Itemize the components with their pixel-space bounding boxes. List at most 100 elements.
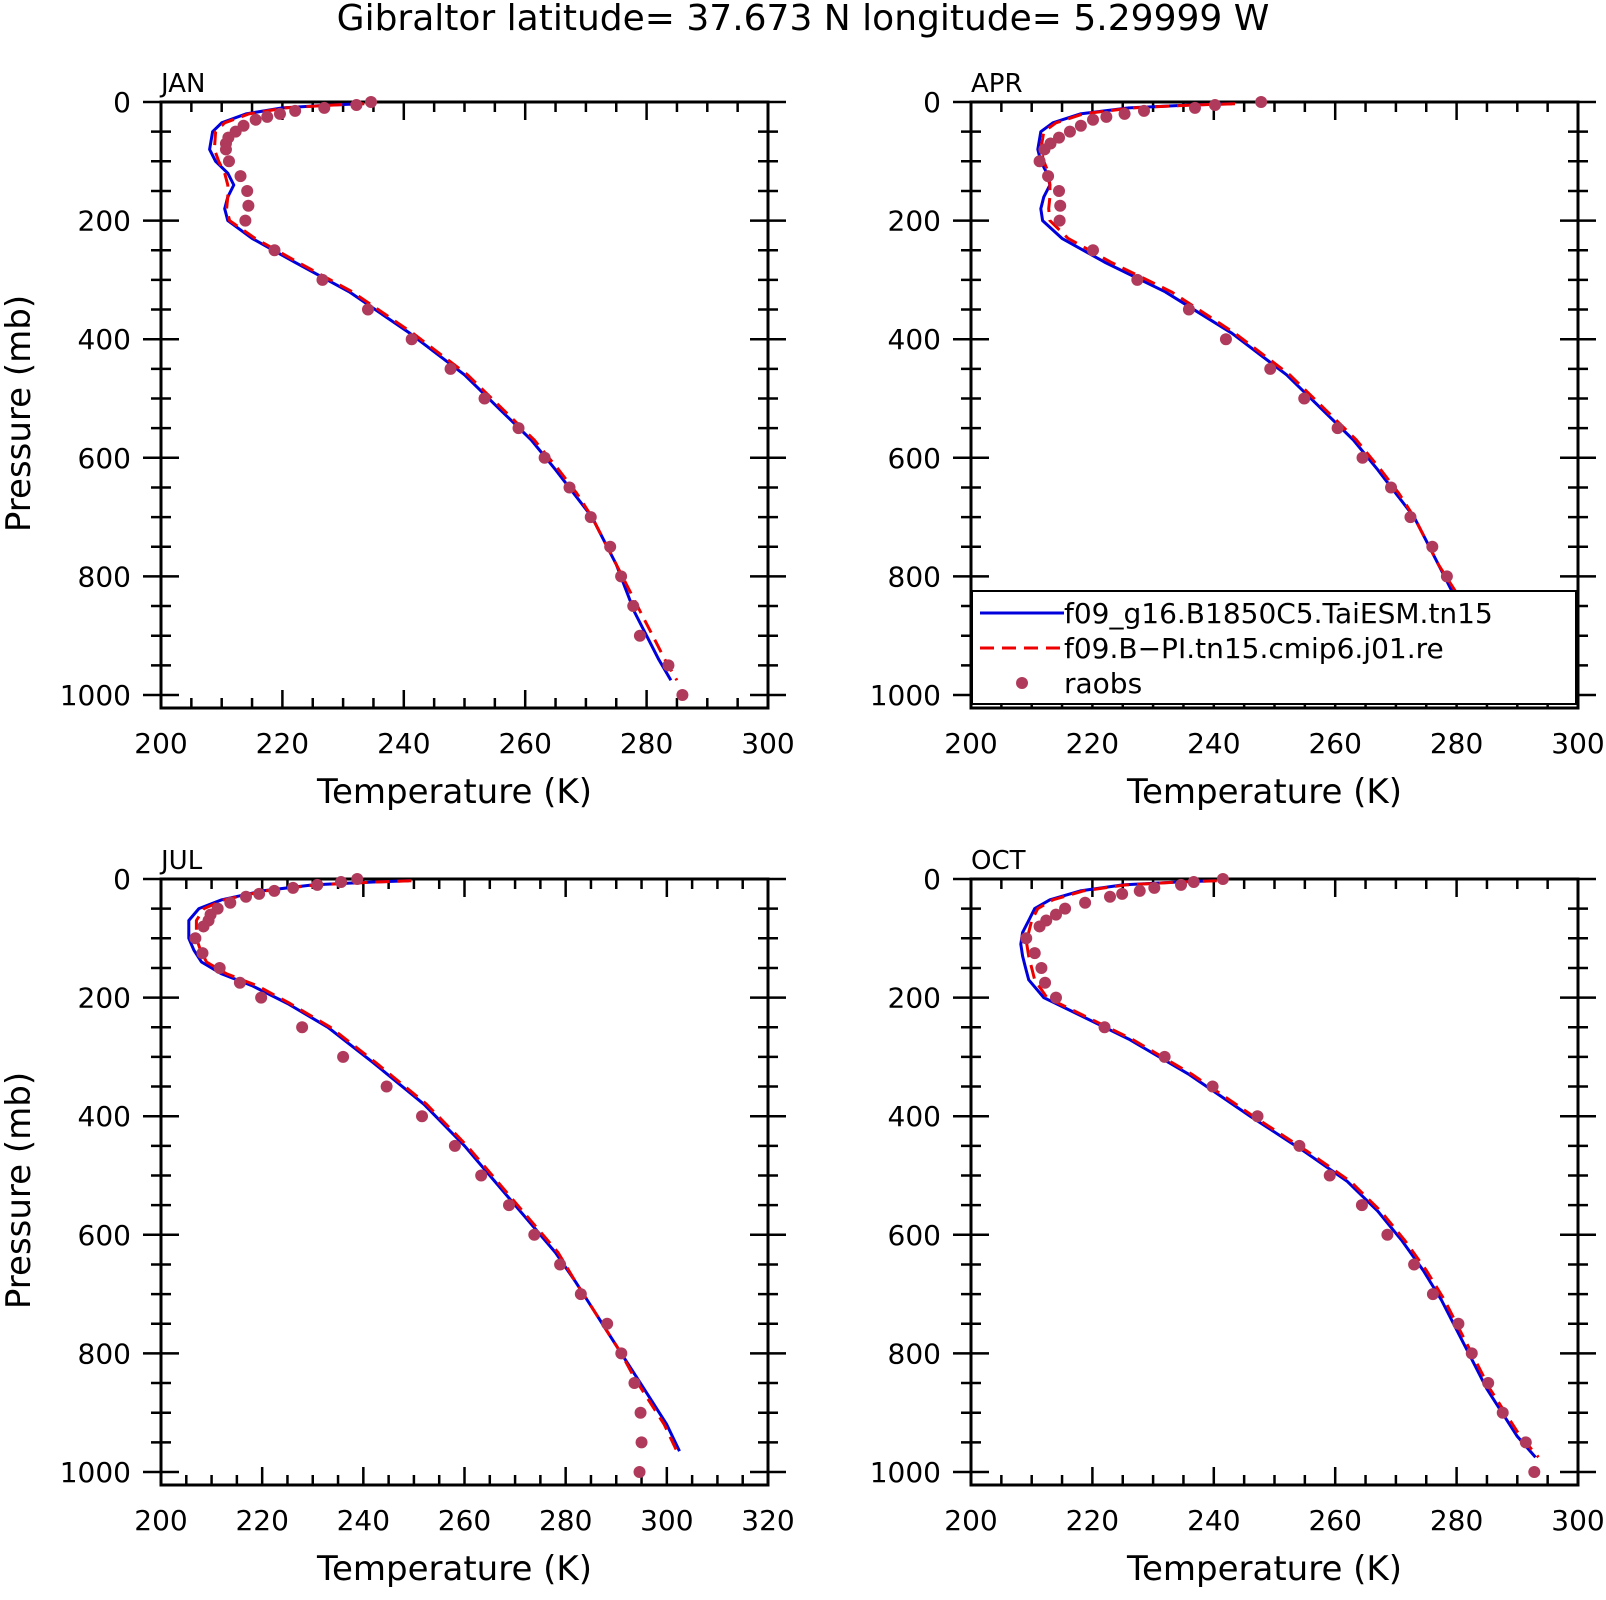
raobs-point [1158, 1050, 1171, 1063]
raobs-point [1074, 119, 1087, 132]
x-tick-label: 320 [741, 1504, 794, 1537]
raobs-point [1528, 1466, 1541, 1478]
raobs-point [633, 1466, 646, 1478]
series-line-pi [212, 102, 679, 681]
raobs-point [380, 1080, 393, 1093]
y-tick-label: 400 [78, 323, 131, 356]
raobs-point [1033, 920, 1046, 933]
plot-frame [969, 877, 1580, 1487]
raobs-point [634, 1406, 647, 1419]
y-tick-label: 0 [923, 86, 941, 119]
raobs-point [615, 570, 628, 583]
y-tick-label: 0 [113, 863, 131, 896]
raobs-point [1385, 481, 1398, 494]
raobs-point [1098, 1021, 1111, 1034]
raobs-point [615, 1347, 628, 1360]
raobs-point [512, 422, 525, 435]
raobs-point [1116, 887, 1129, 900]
raobs-point [676, 689, 689, 701]
raobs-point [1209, 98, 1222, 111]
x-tick-label: 200 [134, 1504, 187, 1537]
raobs-point [1020, 932, 1033, 945]
x-tick-label: 260 [438, 1504, 491, 1537]
series-line-pi [194, 879, 679, 1452]
x-axis-title: Temperature (K) [316, 1549, 592, 1589]
legend-label: f09.B−PI.tn15.cmip6.j01.re [1064, 632, 1444, 665]
raobs-point [1049, 991, 1062, 1004]
raobs-point [1355, 1199, 1368, 1212]
raobs-point [249, 113, 262, 126]
panel-label: JUL [159, 846, 203, 876]
raobs-point [289, 104, 302, 117]
raobs-point [405, 333, 418, 346]
x-tick-label: 300 [1551, 727, 1604, 760]
raobs-point [1053, 214, 1066, 227]
raobs-point [1465, 1347, 1478, 1360]
x-tick-label: 260 [1308, 1504, 1361, 1537]
panel-label: OCT [971, 846, 1026, 876]
y-tick-label: 600 [78, 1219, 131, 1252]
raobs-point [1255, 96, 1268, 108]
y-tick-label: 1000 [60, 679, 131, 712]
raobs-point [1482, 1377, 1495, 1390]
raobs-point [318, 101, 331, 114]
legend-marker-raobs [1016, 677, 1028, 689]
raobs-point [1049, 908, 1062, 921]
raobs-point [296, 1021, 309, 1034]
x-tick-label: 240 [1187, 727, 1240, 760]
series-line-taiesm [1019, 879, 1537, 1459]
raobs-point [1206, 1080, 1219, 1093]
x-tick-label: 280 [539, 1504, 592, 1537]
raobs-point [1079, 896, 1092, 909]
y-tick-label: 800 [888, 1337, 941, 1370]
x-tick-label: 200 [134, 727, 187, 760]
raobs-point [1408, 1258, 1421, 1271]
y-tick-label: 400 [888, 1100, 941, 1133]
raobs-point [478, 392, 491, 405]
raobs-point [1039, 976, 1052, 989]
raobs-point [538, 451, 551, 464]
series-line-pi [1025, 879, 1540, 1459]
panel-label: JAN [159, 69, 205, 99]
raobs-point [273, 107, 286, 120]
raobs-point [1035, 961, 1048, 974]
raobs-point [311, 878, 324, 891]
raobs-point [316, 273, 329, 286]
y-tick-label: 400 [888, 323, 941, 356]
raobs-point [197, 920, 210, 933]
raobs-point [242, 199, 255, 212]
raobs-point [1175, 878, 1188, 891]
y-axis-title: Pressure (mb) [0, 295, 39, 532]
legend-label: f09_g16.B1850C5.TaiESM.tn15 [1064, 597, 1493, 630]
raobs-point [444, 362, 457, 375]
raobs-point [1381, 1228, 1394, 1241]
raobs-point [563, 481, 576, 494]
raobs-point [1148, 881, 1161, 894]
raobs-point [239, 890, 252, 903]
raobs-point [219, 143, 232, 156]
raobs-point [287, 881, 300, 894]
raobs-point [361, 303, 374, 316]
raobs-point [196, 947, 209, 960]
raobs-point [1087, 244, 1100, 257]
raobs-point [335, 875, 348, 888]
y-tick-label: 1000 [60, 1456, 131, 1489]
raobs-point [604, 540, 617, 553]
raobs-point [1059, 902, 1072, 915]
x-tick-label: 260 [498, 727, 551, 760]
y-tick-label: 200 [888, 982, 941, 1015]
y-tick-label: 0 [113, 86, 131, 119]
y-tick-label: 600 [78, 442, 131, 475]
figure-title: Gibraltor latitude= 37.673 N longitude= … [337, 0, 1270, 39]
raobs-point [241, 184, 254, 197]
raobs-point [1042, 170, 1055, 183]
x-tick-label: 220 [1066, 1504, 1119, 1537]
x-tick-label: 260 [1308, 727, 1361, 760]
plot-frame [159, 877, 770, 1487]
panel-label: APR [971, 69, 1023, 99]
raobs-point [633, 629, 646, 642]
raobs-point [1137, 104, 1150, 117]
y-tick-label: 200 [78, 982, 131, 1015]
